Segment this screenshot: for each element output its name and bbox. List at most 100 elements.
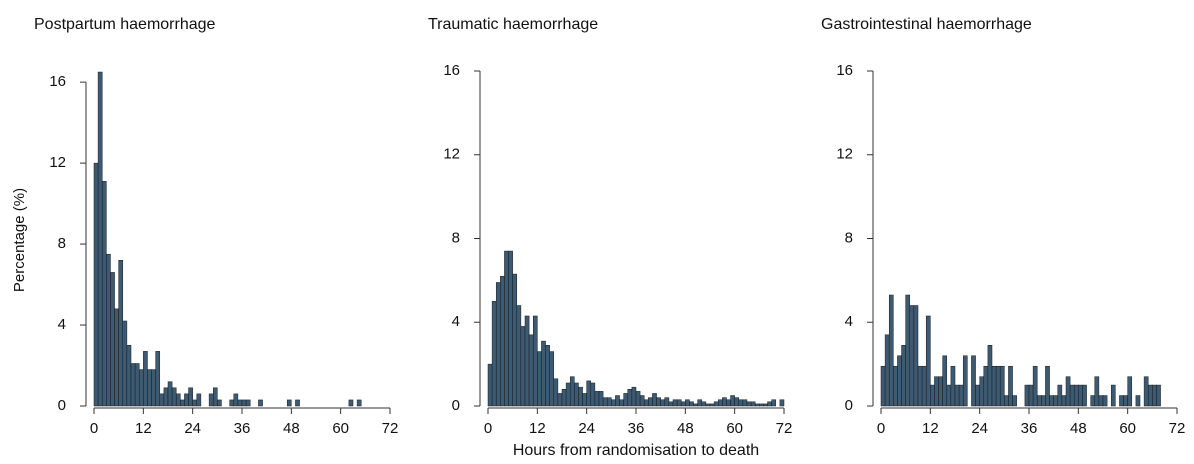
bar [561, 389, 567, 407]
y-tick-label: 8 [845, 229, 853, 246]
bar [693, 403, 698, 407]
bar [122, 320, 128, 407]
bar [995, 365, 1001, 407]
bar [130, 363, 136, 407]
y-tick-label: 4 [845, 313, 853, 330]
bar [495, 282, 501, 407]
bar [627, 389, 633, 407]
bar [942, 355, 948, 407]
bar [779, 399, 785, 407]
bar [520, 326, 526, 407]
bar [500, 275, 505, 407]
bar [709, 403, 715, 407]
bar [582, 393, 587, 407]
bar [1143, 376, 1149, 407]
bar [888, 294, 894, 407]
bar [901, 345, 906, 407]
bar [631, 386, 637, 407]
bar [771, 399, 777, 407]
bar [295, 399, 300, 407]
bar [138, 369, 144, 407]
bar [697, 399, 703, 407]
x-tick-label: 48 [1070, 420, 1087, 437]
x-tick-label: 24 [971, 420, 988, 437]
x-tick-label: 60 [332, 420, 349, 437]
bar [110, 272, 115, 407]
bar [212, 387, 218, 407]
x-tick-label: 0 [90, 420, 98, 437]
bar [151, 369, 156, 407]
bar [962, 355, 968, 407]
bar [672, 399, 678, 407]
bar [1041, 395, 1046, 407]
bar [143, 351, 148, 407]
y-axis-label: Percentage (%) [11, 188, 28, 292]
bar [134, 363, 140, 407]
bar [578, 386, 583, 407]
bar [565, 382, 571, 407]
bar [606, 397, 612, 407]
y-tick-label: 8 [452, 229, 460, 246]
bar [1008, 365, 1013, 407]
bar [730, 395, 735, 407]
chart-title: Traumatic haemorrhage [428, 16, 598, 33]
bar [925, 315, 931, 407]
bar [590, 382, 596, 407]
bar [639, 395, 645, 407]
bar [950, 365, 956, 407]
bar [734, 397, 740, 407]
bar [1094, 376, 1100, 407]
bar [689, 401, 694, 407]
bar [241, 399, 247, 407]
y-tick-label: 4 [58, 316, 66, 333]
y-tick-label: 16 [49, 73, 66, 90]
y-tick-label: 0 [845, 397, 853, 414]
bar [648, 397, 653, 407]
bar [167, 381, 173, 407]
x-tick-label: 36 [628, 420, 645, 437]
bar [946, 384, 952, 407]
bar [106, 253, 111, 407]
bar [245, 399, 251, 407]
bar [1102, 395, 1108, 407]
bar [917, 365, 923, 407]
bar [656, 397, 661, 407]
bar [1073, 384, 1079, 407]
bar [1004, 395, 1009, 407]
bar [171, 387, 177, 407]
bar [126, 345, 132, 407]
bar [208, 393, 214, 407]
x-tick-label: 60 [726, 420, 743, 437]
bar [759, 403, 764, 407]
bar [767, 401, 772, 407]
bar [676, 399, 682, 407]
bar [598, 391, 604, 407]
x-tick-label: 72 [776, 420, 793, 437]
bar [746, 401, 752, 407]
bar [516, 305, 522, 407]
bar [491, 301, 497, 407]
bar [1028, 384, 1034, 407]
bar [1127, 376, 1133, 407]
bar [1069, 384, 1075, 407]
bar [508, 250, 513, 407]
x-tick-label: 12 [135, 420, 152, 437]
x-tick-label: 0 [877, 420, 885, 437]
y-tick-label: 16 [443, 62, 460, 79]
bar [909, 305, 915, 407]
x-tick-label: 24 [184, 420, 201, 437]
bar [163, 387, 169, 407]
bar [1024, 384, 1030, 407]
bar [763, 403, 768, 407]
bar [97, 71, 103, 407]
bar [954, 384, 960, 407]
bar [680, 401, 686, 407]
y-tick-label: 8 [58, 235, 66, 252]
bar [1032, 365, 1038, 407]
bar [1098, 395, 1104, 407]
bar [971, 355, 976, 407]
bar [147, 369, 152, 407]
bar [229, 399, 235, 407]
bar [722, 397, 727, 407]
bar [93, 162, 99, 407]
